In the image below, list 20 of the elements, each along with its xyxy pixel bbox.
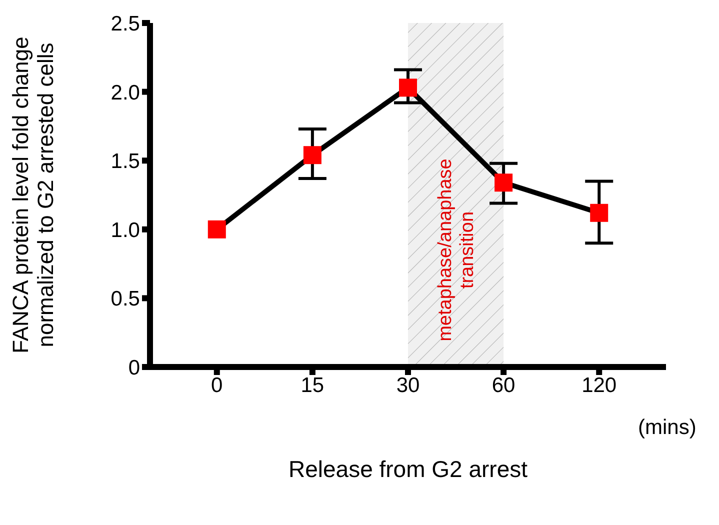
x-tick-label: 15 xyxy=(300,374,324,397)
x-tick-label: 0 xyxy=(211,374,223,397)
y-tick-label: 1.0 xyxy=(110,218,140,242)
y-tick-label: 0 xyxy=(128,356,140,380)
point xyxy=(590,204,608,222)
y-tick-label: 2.5 xyxy=(110,12,140,36)
x-axis-title: Release from G2 arrest xyxy=(288,456,528,482)
text: (mins) xyxy=(638,416,696,440)
point xyxy=(399,78,417,97)
y-axis-title: FANCA protein level fold change normalized to G2 arrested cells xyxy=(8,36,58,354)
y-tick-label: 2.0 xyxy=(110,81,140,104)
y-tick-label: 0.5 xyxy=(110,288,140,311)
x-tick-label: 120 xyxy=(582,374,617,397)
x-tick-label: 60 xyxy=(492,374,516,397)
point xyxy=(303,146,322,164)
point xyxy=(494,174,513,192)
y-tick-label: 1.5 xyxy=(110,150,140,174)
point xyxy=(208,220,226,238)
x-tick-label: 30 xyxy=(396,374,420,397)
band-label: metaphase/anaphase transition xyxy=(434,158,478,342)
